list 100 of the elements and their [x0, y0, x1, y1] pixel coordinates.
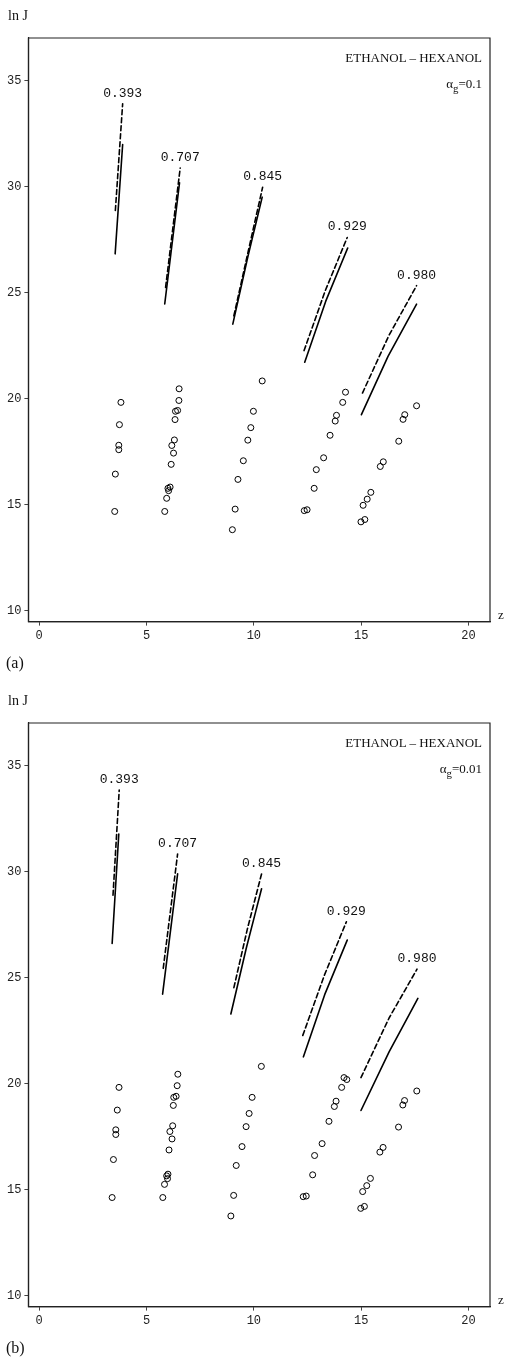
point: [108, 1194, 116, 1202]
point: [117, 398, 125, 406]
point: [112, 1126, 120, 1134]
point: [174, 406, 182, 414]
point: [303, 506, 311, 514]
point: [245, 1109, 253, 1117]
text: (a): [6, 654, 24, 672]
point: [299, 1193, 307, 1201]
point: [401, 1097, 409, 1105]
y-tick-label: 15: [7, 1183, 22, 1198]
point: [230, 1191, 238, 1199]
point: [395, 1123, 403, 1131]
y-tick-label: 35: [7, 73, 22, 88]
point: [165, 487, 173, 495]
point: [361, 516, 369, 524]
y-tick-label: 30: [7, 179, 22, 194]
y-tick-label: 25: [7, 970, 22, 985]
point: [248, 1093, 256, 1101]
point: [367, 488, 375, 496]
point: [173, 1082, 181, 1090]
annotation: 0.845: [243, 169, 283, 185]
point: [169, 1122, 177, 1130]
point: [343, 1076, 351, 1084]
point: [247, 424, 255, 432]
point: [244, 436, 252, 444]
point: [171, 416, 179, 424]
point: [363, 1182, 371, 1190]
point: [164, 1175, 172, 1183]
point: [318, 1140, 326, 1148]
y-axis-title: ln J: [8, 7, 29, 23]
point: [310, 484, 318, 492]
point: [300, 507, 308, 515]
annotation: 0.707: [158, 835, 198, 851]
point: [113, 1106, 121, 1114]
point: [360, 1202, 368, 1210]
point: [175, 385, 183, 393]
point: [174, 1070, 182, 1078]
y-tick-label: 30: [7, 864, 22, 879]
annotation: α$_{g}$=0.1: [446, 76, 482, 94]
point: [171, 407, 179, 415]
point: [238, 1143, 246, 1151]
point: [175, 396, 183, 404]
point: [115, 1083, 123, 1091]
point: [112, 1130, 120, 1138]
point: [167, 460, 175, 468]
x-axis-title: z: [498, 607, 504, 623]
x-tick-label: 5: [142, 1313, 151, 1328]
point: [166, 1128, 174, 1136]
point: [227, 1212, 235, 1220]
annotation: ETHANOL – HEXANOL: [345, 735, 482, 751]
annotation: ETHANOL – HEXANOL: [345, 50, 482, 66]
point: [357, 518, 365, 526]
point: [170, 449, 178, 457]
x-tick-label: 15: [353, 1313, 369, 1328]
annotation: α$_{g}$=0.01: [439, 761, 482, 779]
point: [161, 1180, 169, 1188]
point: [325, 1117, 333, 1125]
point: [161, 507, 169, 515]
point: [115, 441, 123, 449]
point: [111, 470, 119, 478]
point: [413, 402, 421, 410]
point: [339, 398, 347, 406]
point: [357, 1204, 365, 1212]
point: [338, 1083, 346, 1091]
point: [413, 1087, 421, 1095]
annotation: 0.980: [397, 267, 437, 283]
point: [249, 407, 257, 415]
point: [257, 1062, 265, 1070]
annotation: 0.929: [326, 903, 366, 919]
point: [311, 1152, 319, 1159]
annotation: 0.393: [103, 85, 143, 101]
x-tick-label: 20: [461, 1313, 476, 1328]
annotation: 0.980: [397, 951, 437, 967]
point: [331, 417, 339, 425]
point: [165, 1146, 173, 1154]
point: [115, 421, 123, 429]
point: [379, 458, 387, 466]
y-tick-label: 35: [7, 758, 22, 773]
point: [258, 377, 266, 385]
point: [234, 475, 242, 483]
point: [330, 1102, 338, 1110]
point: [332, 411, 340, 419]
point: [332, 1097, 340, 1105]
point: [379, 1143, 387, 1151]
y-tick-label: 10: [7, 1289, 22, 1304]
point: [242, 1123, 250, 1131]
point: [376, 1148, 384, 1156]
text: (b): [6, 1339, 25, 1357]
point: [228, 526, 236, 534]
point: [312, 466, 320, 474]
point: [340, 1074, 348, 1082]
point: [326, 431, 334, 439]
point: [232, 1161, 240, 1169]
y-axis-title: ln J: [8, 692, 29, 708]
point: [239, 457, 247, 465]
x-tick-label: 0: [35, 628, 43, 643]
x-tick-label: 5: [142, 628, 151, 643]
point: [399, 1101, 407, 1109]
point: [302, 1192, 310, 1200]
point: [309, 1171, 317, 1179]
